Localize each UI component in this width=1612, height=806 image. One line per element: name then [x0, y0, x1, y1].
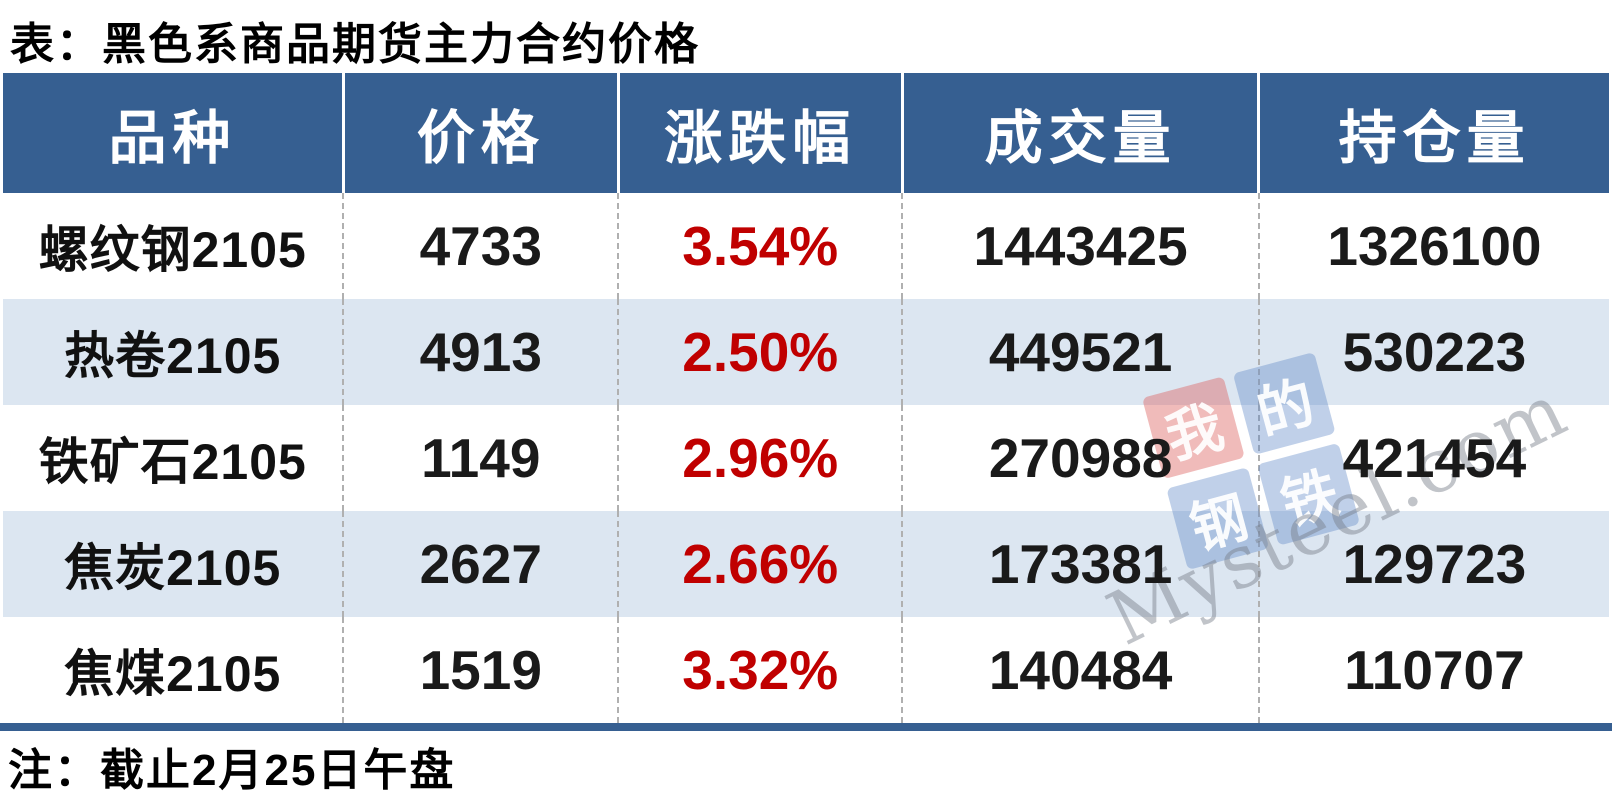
table-title: 表：黑色系商品期货主力合约价格 — [10, 20, 700, 69]
cell-volume: 140484 — [902, 617, 1260, 723]
cell-change: 2.50% — [618, 299, 904, 405]
cell-volume: 1443425 — [902, 193, 1260, 299]
header-open-interest: 持仓量 — [1258, 73, 1609, 193]
footnote: 注：截止2月25日午盘 — [8, 746, 456, 795]
cell-volume: 173381 — [902, 511, 1260, 617]
cell-open-interest: 421454 — [1342, 427, 1527, 489]
cell-open-interest: 110707 — [1344, 639, 1525, 701]
cell-price: 2627 — [343, 511, 620, 617]
cell-variety: 铁矿石2105 — [3, 405, 345, 511]
cell-variety: 热卷2105 — [3, 299, 345, 405]
cell-change: 2.96% — [618, 405, 904, 511]
table-row-iron-ore: 铁矿石2105 1149 2.96% 270988 421454 — [3, 405, 1609, 511]
cell-variety: 焦炭2105 — [3, 511, 345, 617]
header-change: 涨跌幅 — [618, 73, 904, 193]
cell-change: 3.54% — [618, 193, 904, 299]
table-row-rebar: 螺纹钢2105 4733 3.54% 1443425 1326100 — [3, 193, 1609, 299]
cell-variety: 螺纹钢2105 — [3, 193, 345, 299]
cell-price: 4733 — [343, 193, 620, 299]
table-row-coking-coal: 焦煤2105 1519 3.32% 140484 110707 — [3, 617, 1609, 723]
cell-volume: 449521 — [902, 299, 1260, 405]
header-volume: 成交量 — [902, 73, 1261, 193]
table-row-hot-coil: 热卷2105 4913 2.50% 449521 530223 — [3, 299, 1609, 405]
header-variety: 品种 — [3, 73, 345, 193]
header-price: 价格 — [343, 73, 620, 193]
cell-open-interest: 1326100 — [1327, 215, 1542, 277]
cell-change: 3.32% — [618, 617, 904, 723]
cell-variety: 焦煤2105 — [3, 617, 345, 723]
bottom-divider-bar — [0, 723, 1612, 731]
header-row: 品种 价格 涨跌幅 成交量 持仓量 — [3, 73, 1609, 193]
futures-table: 品种 价格 涨跌幅 成交量 持仓量 螺纹钢2105 4733 3.54% 144… — [3, 73, 1609, 723]
cell-price: 1519 — [343, 617, 620, 723]
cell-open-interest: 530223 — [1342, 321, 1527, 383]
cell-price: 4913 — [343, 299, 620, 405]
table-row-coke: 焦炭2105 2627 2.66% 173381 129723 — [3, 511, 1609, 617]
cell-open-interest: 129723 — [1342, 533, 1527, 595]
cell-price: 1149 — [343, 405, 620, 511]
cell-volume: 270988 — [902, 405, 1260, 511]
cell-change: 2.66% — [618, 511, 904, 617]
